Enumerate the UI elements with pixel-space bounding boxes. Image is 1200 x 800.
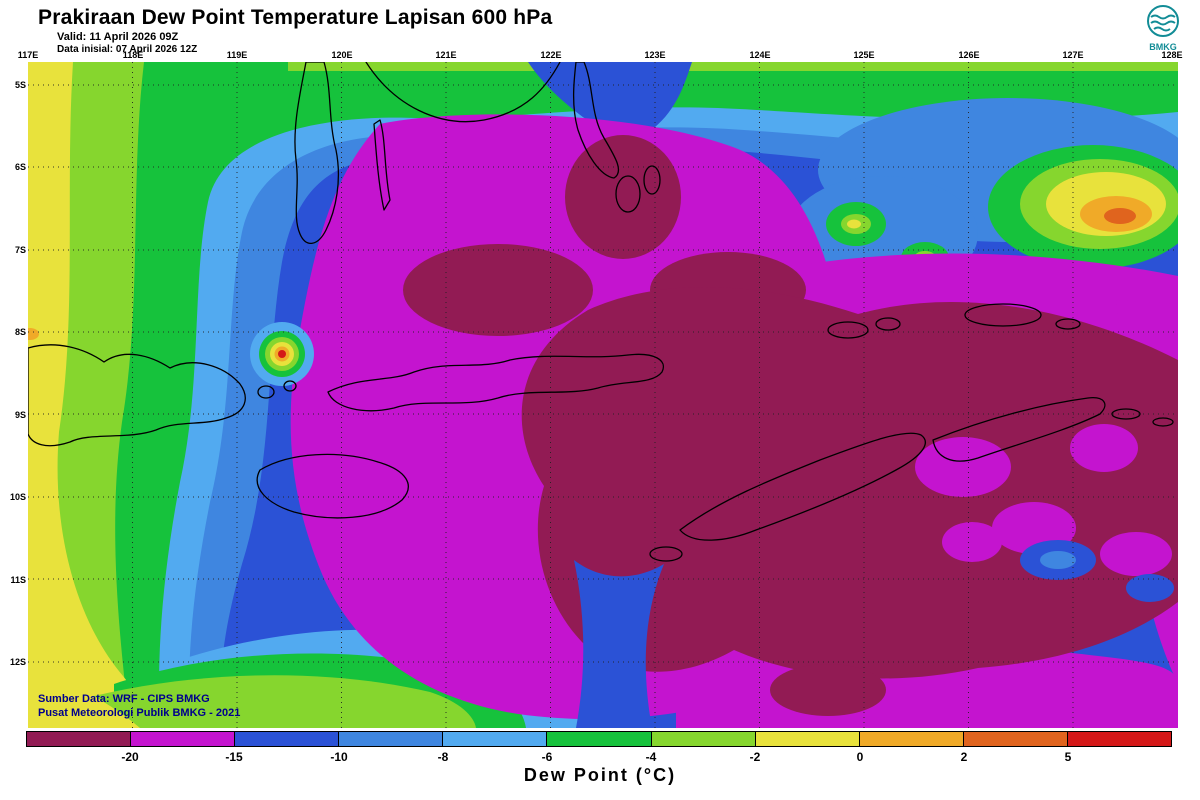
lon-label: 128E	[1161, 50, 1183, 60]
colorbar-tick: 0	[856, 750, 864, 764]
lon-label: 127E	[1062, 50, 1084, 60]
coastlines	[28, 62, 1174, 562]
colorbar-segment	[546, 731, 652, 747]
colorbar-segment	[130, 731, 236, 747]
lon-label: 125E	[853, 50, 875, 60]
colorbar-tick: -20	[121, 750, 139, 764]
lat-label: 11S	[10, 575, 26, 585]
colorbar-segment	[858, 731, 964, 747]
bmkg-logo: BMKG	[1140, 4, 1186, 52]
colorbar-tick: -4	[645, 750, 657, 764]
colorbar-segment	[338, 731, 444, 747]
valid-time-label: Valid: 11 April 2026 09Z	[57, 31, 179, 43]
data-source-credits: Sumber Data: WRF - CIPS BMKG Pusat Meteo…	[38, 693, 240, 720]
colorbar-segment	[442, 731, 548, 747]
colorbar-tick: -6	[541, 750, 553, 764]
credit-line-2: Pusat Meteorologi Publik BMKG - 2021	[38, 706, 241, 719]
bmkg-logo-label: BMKG	[1149, 42, 1177, 52]
lon-label: 118E	[122, 50, 144, 60]
map-canvas	[28, 62, 1178, 728]
colorbar-title: Dew Point (°C)	[523, 765, 677, 785]
colorbar-segment	[650, 731, 756, 747]
bmkg-globe-icon	[1146, 5, 1180, 42]
colorbar-legend	[26, 731, 1173, 747]
lon-label: 122E	[540, 50, 562, 60]
lon-label: 121E	[435, 50, 457, 60]
colorbar-segment	[962, 731, 1068, 747]
lat-label: 9S	[14, 410, 26, 420]
init-time-label: Data inisial: 07 April 2026 12Z	[57, 44, 198, 55]
lat-label: 6S	[14, 162, 26, 172]
lon-label: 117E	[17, 50, 39, 60]
lon-label: 119E	[226, 50, 248, 60]
lat-label: 5S	[14, 80, 26, 90]
colorbar-tick: -8	[437, 750, 449, 764]
colorbar-segment	[1066, 731, 1173, 747]
dewpoint-field-svg	[28, 62, 1178, 728]
lat-label: 10S	[9, 492, 26, 502]
colorbar-tick: 5	[1064, 750, 1072, 764]
colorbar-tick: -10	[330, 750, 348, 764]
lat-label: 7S	[14, 245, 26, 255]
lat-label: 12S	[9, 657, 26, 667]
lon-label: 120E	[331, 50, 353, 60]
page-title: Prakiraan Dew Point Temperature Lapisan …	[38, 6, 553, 29]
lon-label: 126E	[958, 50, 980, 60]
colorbar-segment	[754, 731, 860, 747]
colorbar-tick: -15	[225, 750, 243, 764]
lat-label: 8S	[14, 327, 26, 337]
colorbar-tick: -2	[749, 750, 761, 764]
lon-label: 124E	[749, 50, 771, 60]
colorbar-segment	[26, 731, 132, 747]
gridlines	[28, 62, 1178, 728]
lon-label: 123E	[644, 50, 666, 60]
credit-line-1: Sumber Data: WRF - CIPS BMKG	[38, 693, 210, 705]
colorbar-tick: 2	[960, 750, 968, 764]
colorbar-segment	[234, 731, 340, 747]
